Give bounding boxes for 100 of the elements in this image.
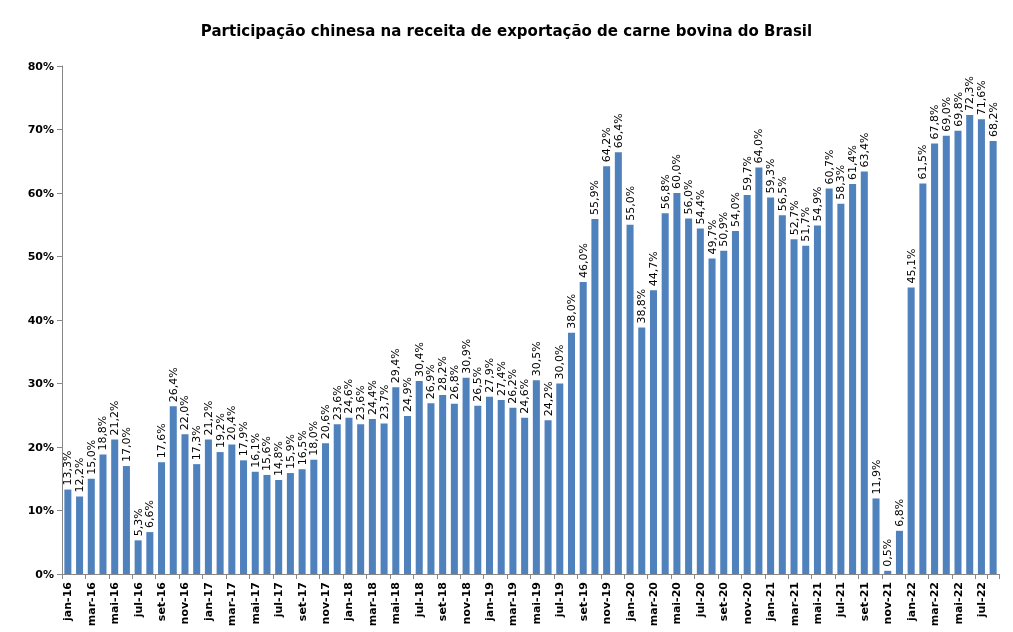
x-tick-label: mai-19 [529,582,543,625]
data-label: 0,5% [881,538,895,567]
data-label: 60,0% [670,154,684,189]
data-label: 15,0% [84,439,98,475]
bar [977,119,985,574]
bar [497,400,505,574]
x-tick-label: set-19 [576,582,590,622]
bar [720,250,728,574]
data-label: 44,7% [646,251,660,287]
data-label: 26,8% [447,364,461,400]
y-tick-label: 30% [27,377,54,390]
data-label: 55,9% [588,180,602,216]
data-label: 27,9% [483,357,497,393]
data-label: 69,8% [951,91,965,127]
bar [404,415,412,574]
bar [251,471,259,574]
x-tick-label: mai-17 [248,582,262,625]
data-label: 59,7% [740,155,754,191]
bar [603,166,611,574]
data-label: 46,0% [576,242,590,278]
bar [884,570,892,574]
x-tick-label: set-18 [436,582,450,622]
bar [275,480,283,574]
data-label: 24,9% [401,376,415,412]
data-label: 26,2% [506,368,520,404]
bar [685,218,693,574]
x-tick-label: set-16 [155,581,169,622]
x-tick-label: nov-20 [740,581,754,625]
y-tick-label: 60% [27,186,54,200]
x-tick-label: jan-22 [904,582,918,622]
bar [286,473,294,574]
bar [860,171,868,574]
data-label: 19,2% [213,413,227,449]
bar [240,460,248,574]
data-label: 15,6% [260,435,274,471]
bar [708,258,716,574]
x-tick-label: jan-18 [342,582,356,622]
x-tick-label: jul-21 [834,582,848,619]
data-label: 56,8% [658,174,672,210]
data-label: 63,4% [857,132,871,168]
x-tick-label: set-17 [295,582,309,622]
bar [579,281,587,574]
x-tick-label: mar-20 [646,581,660,627]
bar [509,407,517,574]
x-tick-label: nov-16 [178,581,192,625]
bar [544,420,552,574]
bar [99,454,107,574]
bar [439,394,447,574]
data-label: 67,8% [928,104,942,140]
data-label: 64,2% [600,127,614,163]
y-tick-label: 0% [35,567,54,581]
x-tick-label: jan-19 [483,582,497,622]
bar [661,213,669,574]
data-label: 66,4% [611,113,625,149]
bar [673,193,681,574]
bar [567,332,576,574]
bar [649,290,657,574]
bar [474,405,482,574]
x-tick-label: jan-16 [61,581,75,622]
x-tick-label: nov-17 [319,582,333,625]
data-label: 17,9% [237,421,251,457]
bar [450,403,458,574]
bar [146,532,154,574]
bar [111,439,119,574]
y-tick-label: 70% [27,123,54,136]
data-label: 49,7% [705,219,719,255]
data-label: 71,6% [974,80,988,116]
bar [989,140,997,574]
bar [380,423,388,574]
x-tick-label: nov-21 [881,582,895,625]
bar [263,474,271,574]
x-tick-label: mar-16 [84,581,98,627]
x-tick-label: jan-20 [623,581,637,622]
bar [696,228,704,574]
data-label: 24,2% [541,381,555,417]
bar [966,114,974,574]
bar [392,387,400,574]
data-label: 50,9% [717,211,731,247]
data-label: 17,0% [119,427,133,463]
x-tick-label: mai-20 [670,581,684,625]
bar [345,417,353,574]
data-label: 17,6% [155,423,169,459]
bar [87,478,95,574]
x-tick-label: nov-18 [459,582,473,625]
x-tick-label: jul-19 [553,582,567,619]
data-label: 30,5% [529,341,543,377]
data-label: 21,2% [201,400,215,436]
data-label: 52,7% [787,200,801,236]
data-label: 30,0% [553,344,567,380]
y-tick-label: 50% [27,250,54,263]
data-label: 26,5% [471,366,485,402]
x-tick-label: mai-21 [810,582,824,625]
data-label: 11,9% [869,459,883,495]
x-tick-label: mar-19 [506,582,520,627]
data-label: 18,0% [307,420,321,456]
bar [931,143,939,574]
bar [415,380,423,574]
data-label: 54,0% [728,192,742,228]
data-label: 24,4% [365,380,379,416]
bar [591,219,599,574]
